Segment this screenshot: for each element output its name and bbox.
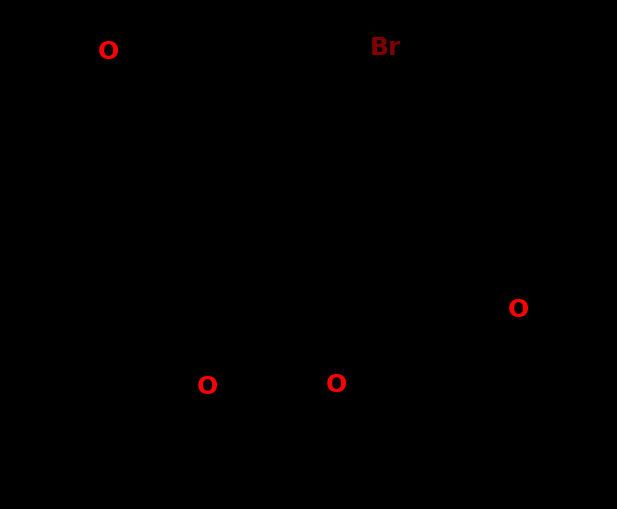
Text: O: O [97,40,118,64]
Text: O: O [507,298,529,322]
Text: Br: Br [370,36,402,60]
Text: O: O [325,373,347,397]
Text: O: O [196,375,218,399]
